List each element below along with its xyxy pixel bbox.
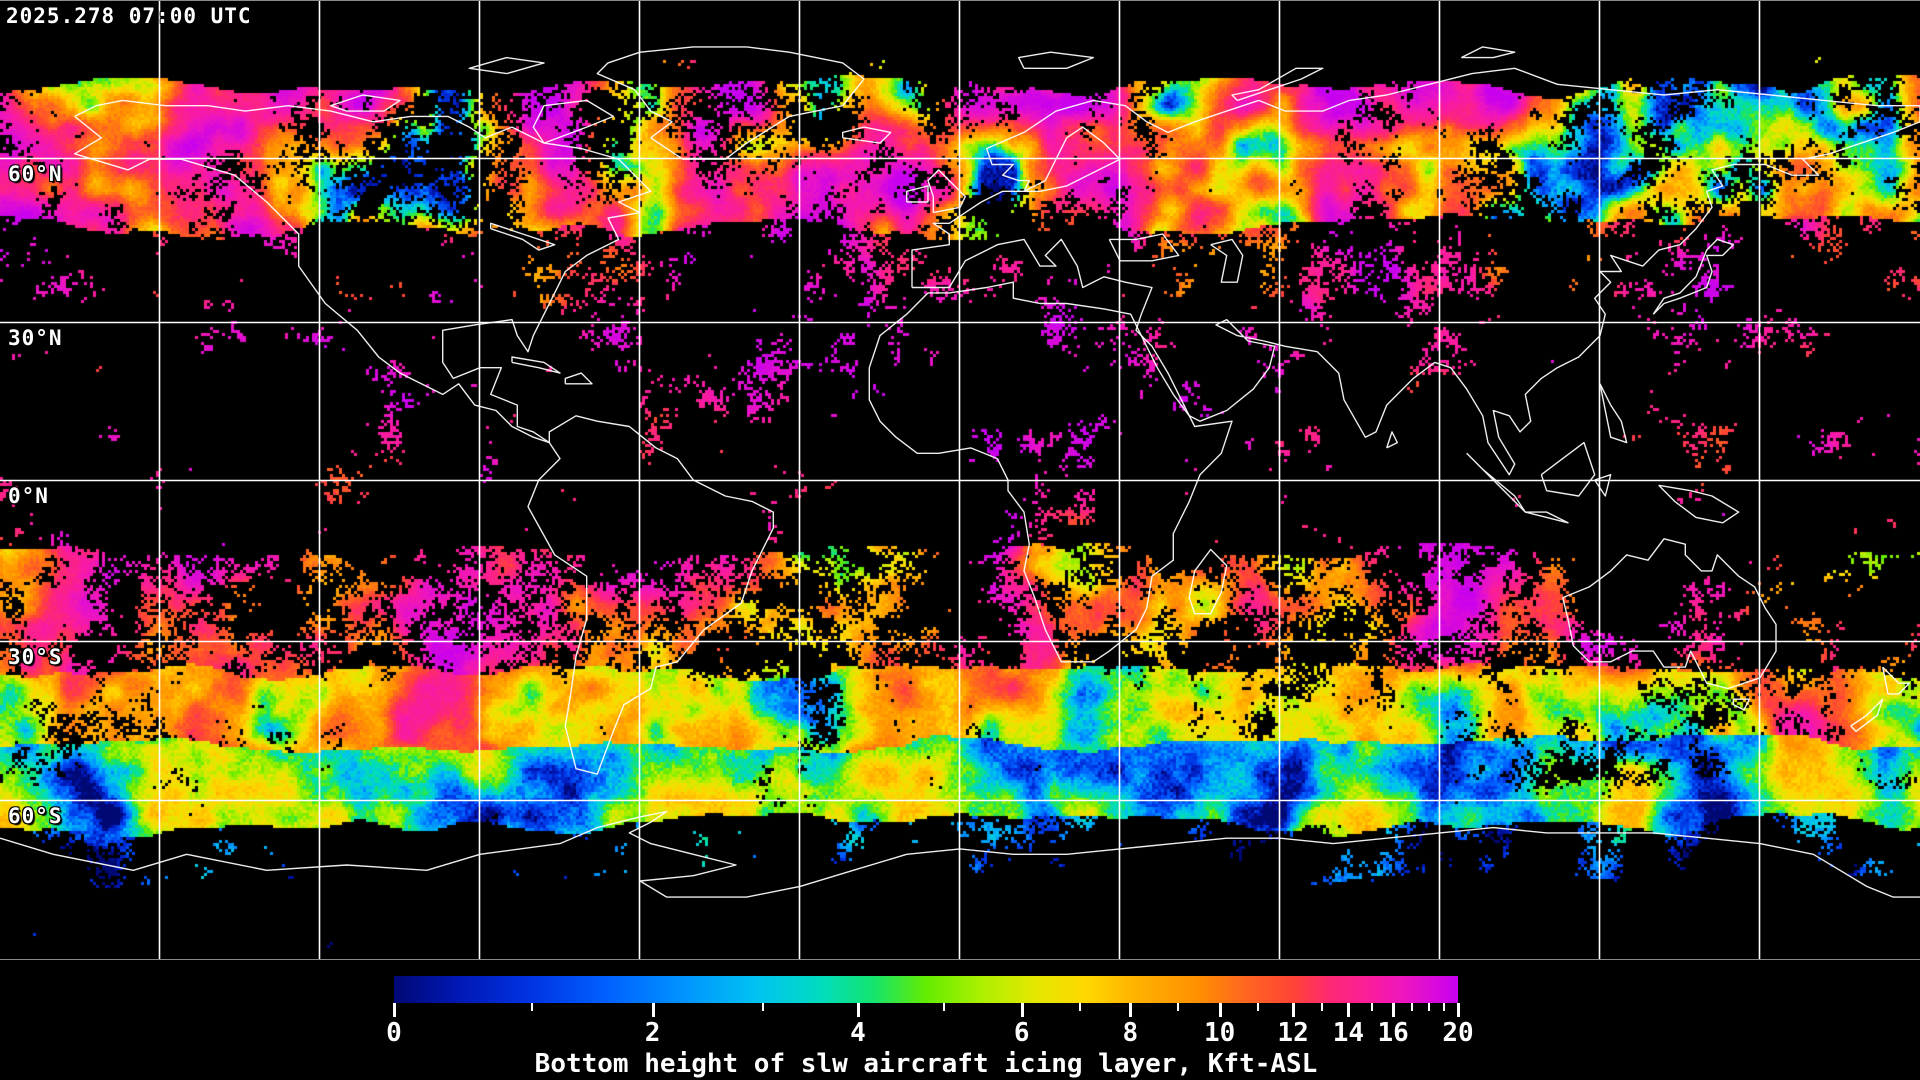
coastline — [1018, 51, 1095, 70]
coastline — [1210, 238, 1244, 283]
colorbar-tick-label: 6 — [1013, 1018, 1030, 1048]
coastline — [532, 99, 614, 144]
colorbar-tick — [393, 1003, 396, 1017]
coastline — [1732, 698, 1751, 711]
colorbar-tick-label: 0 — [386, 1018, 402, 1048]
coastline — [927, 169, 966, 214]
colorbar-tick — [1457, 1003, 1460, 1017]
colorbar-tick-label: 8 — [1122, 1018, 1139, 1048]
colorbar-tick — [1370, 1003, 1373, 1011]
coastline — [1108, 233, 1180, 262]
latitude-label: 0°N — [8, 484, 49, 508]
coastline — [1850, 698, 1884, 732]
colorbar-tick-label: 4 — [850, 1018, 866, 1048]
latitude-label: 30°N — [8, 326, 63, 350]
colorbar-caption: Bottom height of slw aircraft icing laye… — [534, 1049, 1318, 1079]
colorbar-tick-label: 2 — [644, 1018, 661, 1048]
coastline — [1882, 666, 1911, 695]
coastline — [906, 185, 929, 203]
coastline — [1525, 511, 1569, 524]
colorbar-tick-label: 14 — [1332, 1018, 1365, 1048]
coastline — [527, 415, 774, 775]
colorbar-tick — [1020, 1003, 1024, 1017]
colorbar-tick-label: 10 — [1204, 1018, 1236, 1048]
colorbar-tick-label: 16 — [1377, 1018, 1409, 1048]
coastline — [1562, 538, 1777, 690]
coastline — [1599, 383, 1628, 444]
colorbar-tick — [1129, 1003, 1133, 1017]
colorbar-tick — [1177, 1003, 1180, 1011]
timestamp: 2025.278 07:00 UTC — [6, 4, 252, 28]
latitude-label: 60°S — [8, 804, 63, 828]
colorbar-gradient — [394, 976, 1458, 1003]
colorbar-tick — [1411, 1003, 1414, 1011]
coastline — [868, 281, 1233, 663]
coastline — [1540, 441, 1596, 497]
colorbar-tick — [1392, 1003, 1396, 1017]
colorbar-tick-label: 12 — [1277, 1018, 1309, 1048]
coastline — [0, 810, 1920, 898]
coastline — [596, 46, 865, 160]
colorbar-tick — [1079, 1003, 1082, 1011]
coastline — [1652, 238, 1735, 315]
colorbar-tick — [1320, 1003, 1323, 1011]
latitude-label: 60°N — [8, 162, 63, 186]
colorbar-tick — [943, 1003, 946, 1011]
coastline — [330, 94, 401, 112]
colorbar-tick-label: 20 — [1442, 1018, 1474, 1048]
coastline — [911, 67, 1920, 476]
coastline — [1658, 484, 1740, 524]
coastline — [1231, 67, 1324, 102]
coastline — [564, 372, 593, 385]
latitude-label: 30°S — [8, 645, 63, 669]
colorbar-tick — [1256, 1003, 1259, 1011]
colorbar-tick — [1443, 1003, 1446, 1011]
colorbar-tick — [1218, 1003, 1222, 1017]
coastline — [1594, 474, 1612, 497]
coastline — [842, 126, 892, 144]
colorbar-tick — [1428, 1003, 1431, 1011]
colorbar-tick — [856, 1003, 860, 1017]
coastline — [511, 356, 561, 374]
coastline — [73, 99, 652, 444]
coastline — [1386, 431, 1399, 449]
colorbar-tick — [1292, 1003, 1296, 1017]
colorbar-tick — [651, 1003, 655, 1017]
coastline — [1460, 46, 1516, 59]
coastline — [468, 56, 545, 75]
coastline — [490, 222, 556, 251]
coastline — [1466, 452, 1527, 513]
coastline — [1188, 548, 1228, 615]
colorbar-tick — [531, 1003, 534, 1011]
colorbar-tick — [1347, 1003, 1351, 1017]
colorbar-tick — [762, 1003, 765, 1011]
